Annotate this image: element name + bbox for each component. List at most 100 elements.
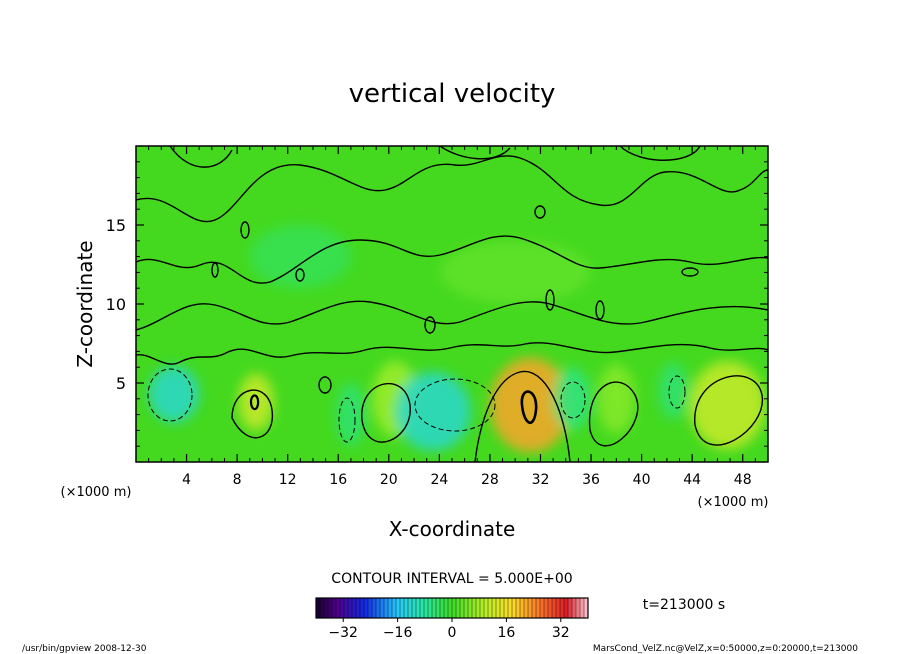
colorbar-cell (488, 598, 493, 618)
colorbar-cell (564, 598, 569, 618)
colorbar-cell (468, 598, 473, 618)
colorbar-cell (332, 598, 337, 618)
negative-contours (147, 368, 686, 443)
colorbar-cell (520, 598, 525, 618)
colorbar-cell (384, 598, 389, 618)
contour-loop (318, 376, 332, 394)
colorbar-cell (492, 598, 497, 618)
colorbar-cell (448, 598, 453, 618)
colorbar-tick-label: −32 (328, 625, 358, 641)
colorbar-cell (456, 598, 461, 618)
colorbar-cell (572, 598, 577, 618)
x-tick-label: 8 (233, 472, 242, 488)
contour-upper-2 (169, 146, 701, 168)
contour-lower (136, 342, 768, 365)
colorbar-cell (560, 598, 565, 618)
neg-contour (414, 378, 496, 432)
contour-lines (136, 146, 768, 462)
contour-right-low (474, 370, 571, 462)
neg-contour (147, 368, 193, 422)
x-tick-label: 16 (329, 472, 347, 488)
neg-contour (668, 375, 686, 409)
colorbar-cell (540, 598, 545, 618)
x-tick-label: 32 (532, 472, 550, 488)
colorbar-cell (364, 598, 369, 618)
colorbar-cell (528, 598, 533, 618)
colorbar-cell (580, 598, 585, 618)
time-label: t=213000 s (643, 597, 725, 613)
x-axis-label: X-coordinate (389, 517, 516, 541)
colorbar-cell (328, 598, 333, 618)
colorbar-cells (315, 598, 589, 618)
field-blob (148, 365, 200, 423)
y-axis-label: Z-coordinate (73, 240, 97, 367)
y-axis-ticks: 5 10 15 (106, 161, 768, 447)
colorbar-cell (432, 598, 437, 618)
colorbar-cell (544, 598, 549, 618)
colorbar-cell (436, 598, 441, 618)
field-blob (249, 225, 351, 289)
contour-loop (211, 262, 219, 278)
colorbar-ticks: −32 −16 0 16 32 (328, 618, 570, 641)
contour-max (520, 390, 538, 424)
x-tick-label: 44 (683, 472, 701, 488)
colorbar-cell (484, 598, 489, 618)
colorbar-cell (380, 598, 385, 618)
colorbar-cell (480, 598, 485, 618)
contour-mid-2 (136, 300, 768, 331)
colorbar-cell (336, 598, 341, 618)
colorbar-cell (356, 598, 361, 618)
contour-loop (545, 289, 555, 311)
colorbar-cell (568, 598, 573, 618)
x-axis-ticks: 4 8 12 16 20 24 28 32 36 40 44 48 (148, 146, 756, 488)
colorbar-cell (464, 598, 469, 618)
colorbar-cell (392, 598, 397, 618)
field-blob (395, 371, 471, 451)
colorbar-cell (532, 598, 537, 618)
x-tick-label: 4 (182, 472, 191, 488)
contour-max-2 (249, 394, 260, 411)
colorbar-cell (316, 598, 321, 618)
x-tick-label: 20 (380, 472, 398, 488)
contour-blob-a (231, 389, 273, 439)
contour-upper (136, 155, 768, 223)
colorbar-cell (412, 598, 417, 618)
colorbar-cell (452, 598, 457, 618)
colorbar-cell (444, 598, 449, 618)
contour-blob-d (694, 375, 763, 446)
x-tick-label: 36 (582, 472, 600, 488)
neg-contour (338, 397, 356, 443)
contour-loop (424, 316, 436, 334)
field-blob (658, 362, 689, 420)
contour-interval-label: CONTOUR INTERVAL = 5.000E+00 (331, 571, 572, 587)
colorbar-cell (372, 598, 377, 618)
colorbar-cell (404, 598, 409, 618)
colorbar-cell (512, 598, 517, 618)
colorbar-cell (552, 598, 557, 618)
x-tick-label: 12 (279, 472, 297, 488)
y-tick-label: 15 (106, 216, 126, 235)
colorbar-cell (504, 598, 509, 618)
colorbar-cell (508, 598, 513, 618)
field-blob (439, 240, 592, 304)
colorbar-tick-label: 32 (552, 625, 570, 641)
colorbar-cell (376, 598, 381, 618)
contour-mid (136, 235, 768, 284)
y-tick-label: 5 (116, 374, 126, 393)
colorbar-cell (324, 598, 329, 618)
colorbar-cell (556, 598, 561, 618)
chart-title: vertical velocity (349, 79, 556, 109)
colorbar-cell (500, 598, 505, 618)
colorbar-cell (344, 598, 349, 618)
colorbar-cell (516, 598, 521, 618)
colorbar-cell (460, 598, 465, 618)
contour-loop (295, 268, 305, 282)
colorbar-cell (496, 598, 501, 618)
colorbar-cell (352, 598, 357, 618)
contour-loop (534, 205, 546, 219)
colorbar-cell (576, 598, 581, 618)
footer-right: MarsCond_VelZ.nc@VelZ,x=0:50000,z=0:2000… (593, 644, 858, 654)
field-blob (489, 357, 571, 453)
colorbar-cell (348, 598, 353, 618)
